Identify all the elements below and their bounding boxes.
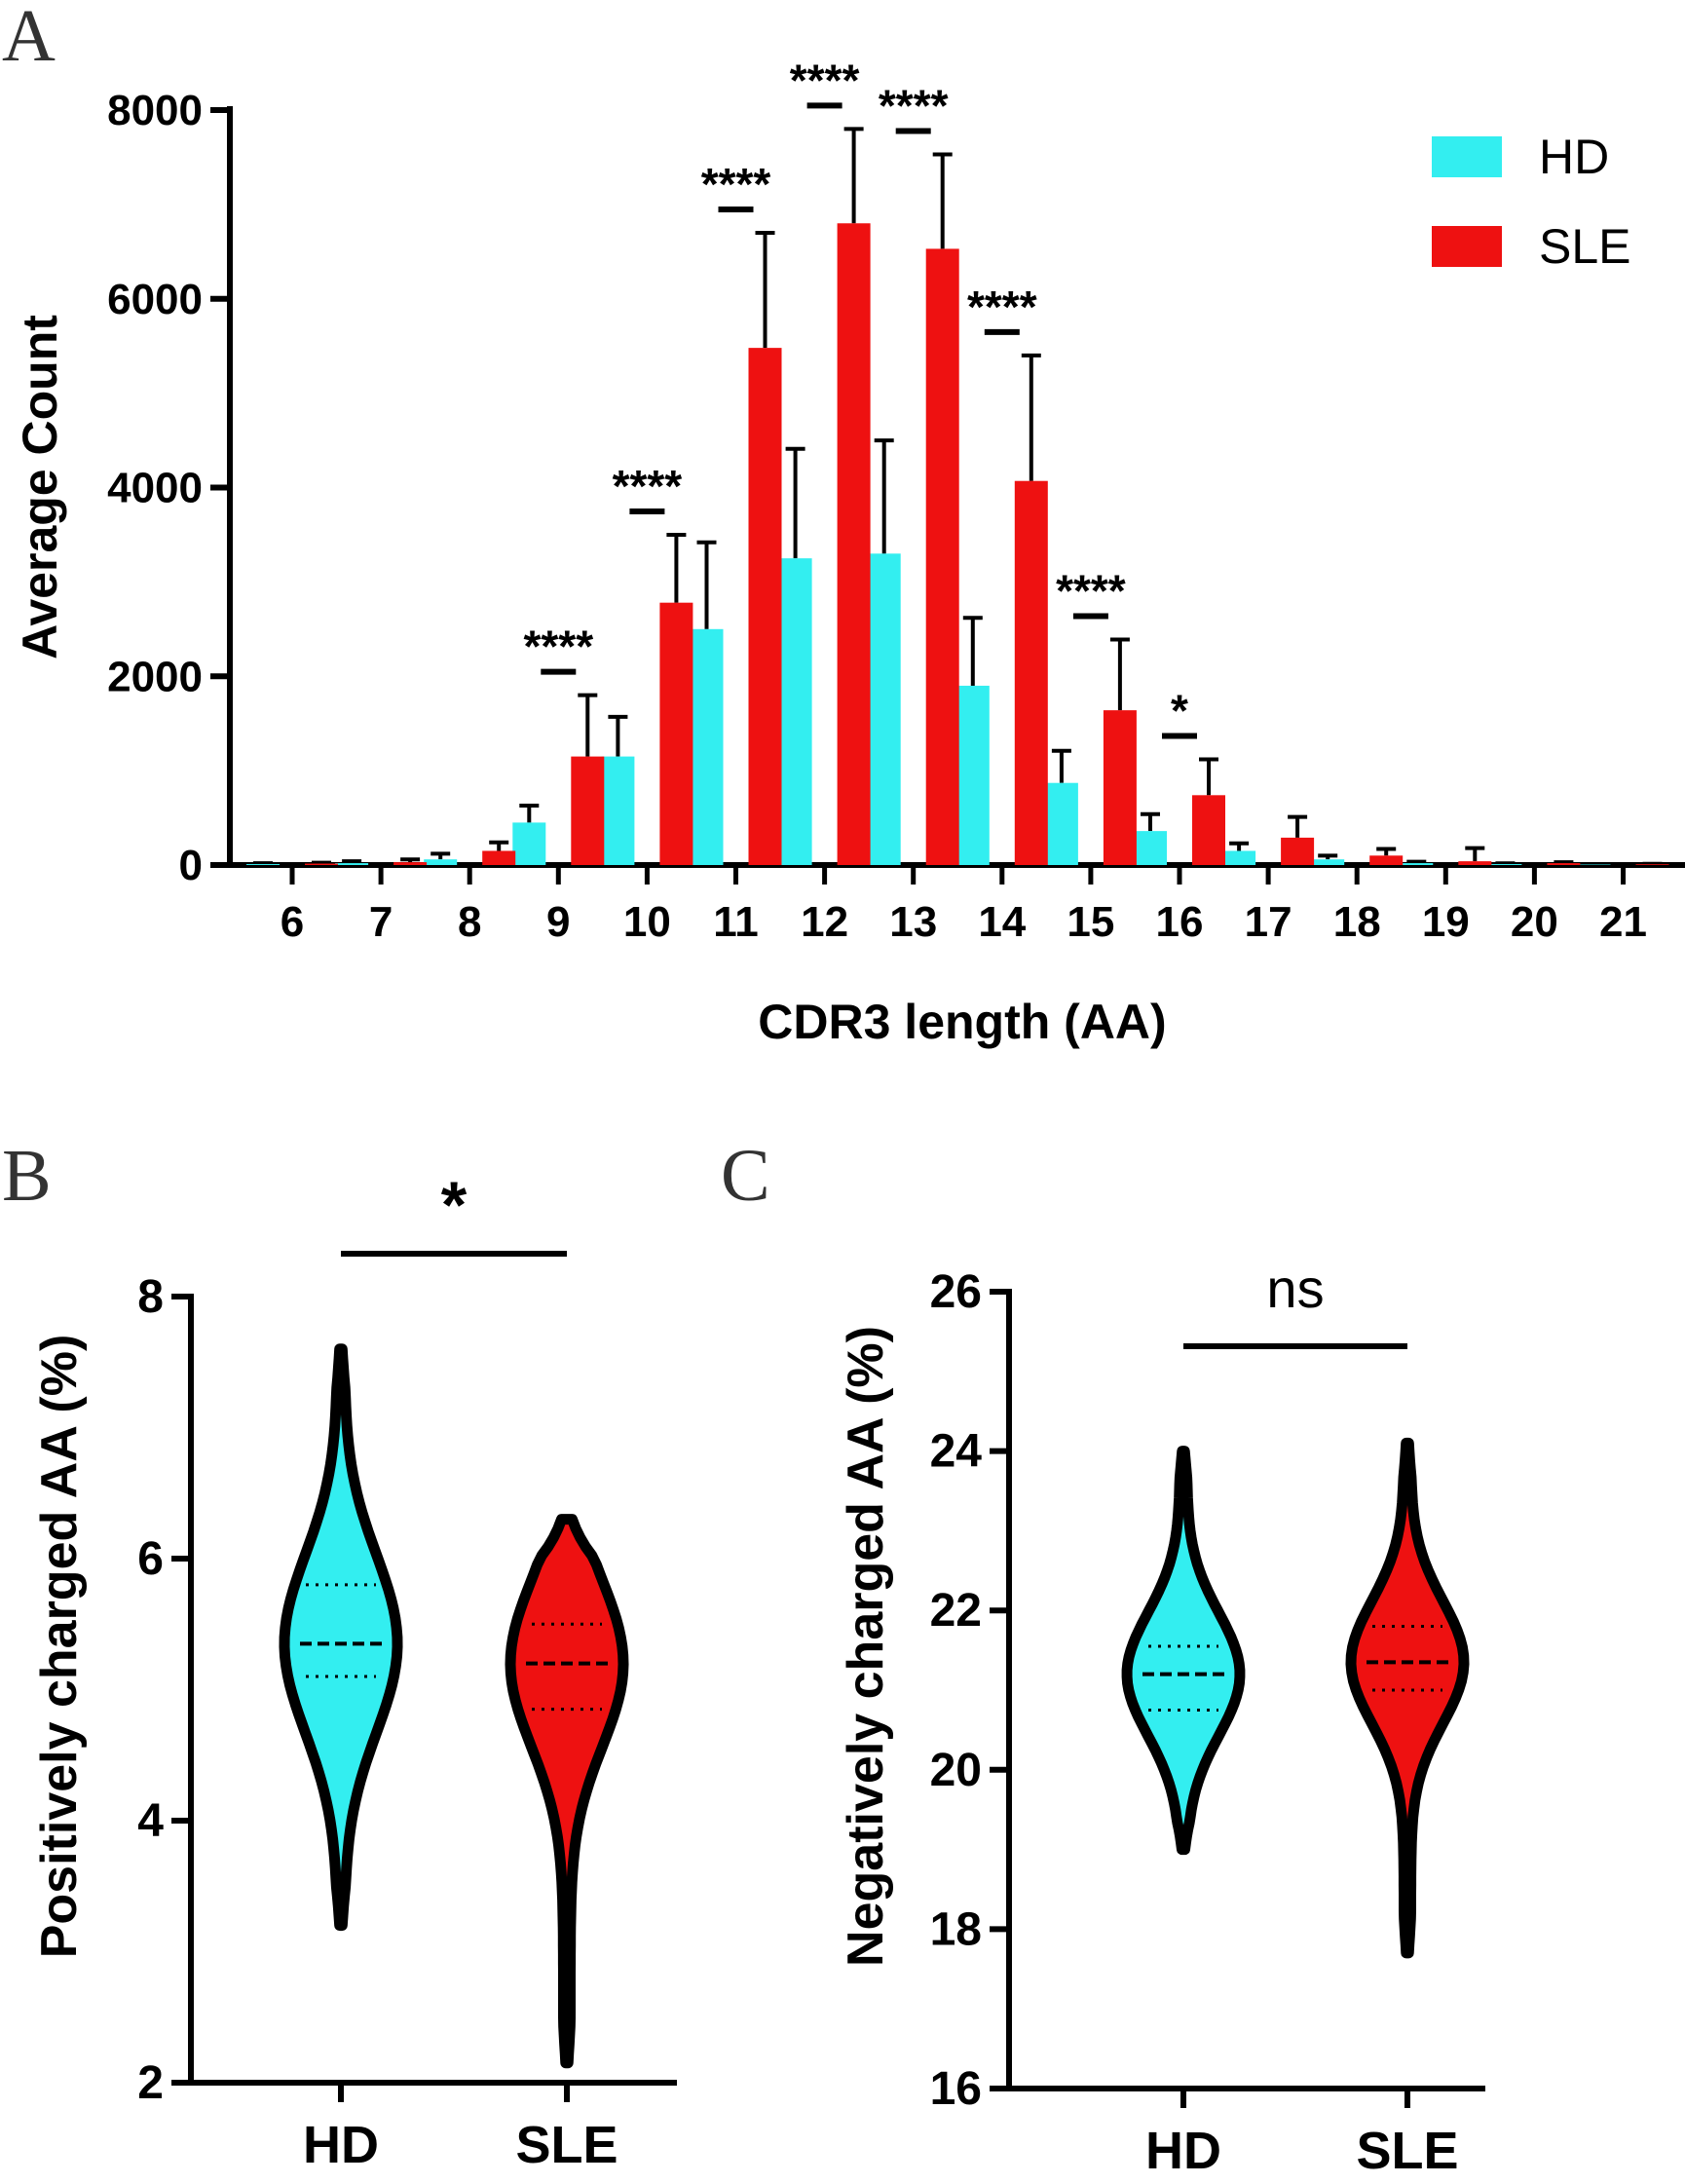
chart-a-bar-hd: [1044, 782, 1078, 865]
legend-label-sle: SLE: [1539, 219, 1631, 274]
chart-a-xtick-label: 6: [281, 898, 304, 946]
chart-b: 2 4 6 8 HD SLE *: [137, 1168, 677, 2174]
chart-a-ytick-label: 6000: [107, 276, 203, 323]
chart-a-sig-label: ****: [523, 621, 593, 672]
chart-a-xtick-label: 21: [1599, 898, 1647, 946]
chart-a-bar-sle: [925, 248, 959, 865]
chart-a-bar-sle: [1458, 861, 1492, 865]
legend-swatch-sle: [1432, 226, 1502, 267]
chart-a-xtick-label: 19: [1422, 898, 1470, 946]
chart-a-bar-hd: [1488, 864, 1522, 865]
chart-a-sig-label: ****: [613, 461, 683, 511]
chart-a-bar-hd: [690, 628, 724, 865]
chart-a-bar-sle: [1192, 795, 1225, 865]
chart-a-bar-hd: [1134, 831, 1167, 865]
chart-a-bar-sle: [482, 850, 516, 865]
chart-a-ytick-label: 4000: [107, 465, 203, 512]
chart-a-bar-sle: [1281, 837, 1315, 865]
chart-a-xtick-label: 9: [546, 898, 570, 946]
panel-letter-a: A: [2, 0, 56, 77]
chart-c-violin-hd: [1121, 1446, 1246, 1856]
chart-a-bar-sle: [1547, 863, 1581, 865]
panel-letter-c: C: [721, 1135, 770, 1217]
chart-c: 16 18 20 22 24 26 HD SLE ns: [930, 1258, 1485, 2180]
chart-a: 0 2000 4000 6000 8000 6 7 8 9 10 11 12 13 14 15 16 17 18 1…: [107, 55, 1685, 946]
chart-a-bar-hd: [601, 756, 635, 865]
chart-c-ytick-label: 16: [930, 2063, 982, 2115]
chart-a-sig-label: ****: [790, 55, 860, 105]
chart-a-bar-sle: [305, 863, 338, 865]
chart-a-xtick-label: 11: [713, 898, 759, 946]
chart-a-bar-hd: [1400, 863, 1434, 865]
chart-a-bar-hd: [512, 822, 546, 865]
chart-a-bar-sle: [659, 602, 693, 865]
chart-c-xtick-label: HD: [1145, 2122, 1221, 2180]
chart-a-ytick-label: 0: [179, 842, 203, 889]
chart-b-ytick-label: 4: [137, 1795, 164, 1847]
chart-a-bar-hd: [1311, 859, 1345, 865]
chart-a-sig-label: ****: [701, 159, 771, 209]
chart-a-sig-label: ****: [1056, 565, 1126, 616]
chart-a-bar-hd: [246, 864, 280, 865]
chart-a-xtick-label: 20: [1511, 898, 1558, 946]
chart-a-sig-label: ****: [879, 81, 949, 132]
chart-a-xtick-label: 7: [369, 898, 393, 946]
chart-c-ytick-label: 18: [930, 1903, 982, 1955]
chart-a-bar-sle: [1014, 480, 1048, 865]
chart-a-bar-hd: [955, 685, 990, 865]
chart-b-xtick-label: HD: [303, 2116, 379, 2174]
chart-a-xtick-label: 8: [458, 898, 481, 946]
chart-a-bar-hd: [867, 553, 901, 865]
chart-b-ytick-label: 6: [137, 1533, 164, 1585]
chart-c-ytick-label: 22: [930, 1585, 982, 1637]
panel-letter-b: B: [2, 1135, 52, 1217]
chart-b-xtick-label: SLE: [515, 2116, 618, 2174]
chart-a-bar-sle: [837, 223, 871, 865]
chart-a-bar-sle: [393, 862, 428, 865]
chart-a-xtick-label: 14: [978, 898, 1026, 946]
chart-a-bar-sle: [1369, 855, 1404, 865]
chart-a-xtick-label: 17: [1245, 898, 1292, 946]
chart-a-sig-label: *: [1171, 686, 1188, 736]
legend-label-hd: HD: [1539, 130, 1609, 184]
chart-a-sig-label: ****: [967, 282, 1037, 332]
chart-a-bar-hd: [778, 558, 812, 865]
chart-c-sig-label: ns: [1266, 1258, 1324, 1319]
chart-a-ytick-label: 8000: [107, 87, 203, 134]
chart-a-xtick-label: 18: [1333, 898, 1381, 946]
chart-b-violin-hd: [279, 1343, 403, 1932]
legend-swatch-hd: [1432, 136, 1502, 177]
chart-b-ytick-label: 8: [137, 1271, 164, 1323]
chart-a-bar-sle: [1635, 864, 1669, 865]
chart-b-sig-label: *: [441, 1168, 468, 1242]
chart-a-xtick-label: 12: [801, 898, 848, 946]
chart-a-bar-sle: [748, 348, 782, 865]
chart-c-ytick-label: 24: [930, 1426, 983, 1478]
chart-a-ylabel: Average Count: [13, 315, 67, 659]
chart-c-ytick-label: 26: [930, 1266, 982, 1318]
chart-a-bar-sle: [571, 756, 605, 865]
chart-b-ylabel: Positively charged AA (%): [31, 1335, 88, 1959]
chart-a-xtick-label: 16: [1156, 898, 1204, 946]
chart-a-bar-hd: [335, 863, 369, 865]
chart-c-ytick-label: 20: [930, 1745, 982, 1796]
chart-b-ytick-label: 2: [137, 2057, 164, 2109]
chart-a-xtick-label: 10: [623, 898, 671, 946]
chart-b-violin-sle: [505, 1514, 629, 2069]
chart-a-xtick-label: 13: [889, 898, 937, 946]
chart-c-ylabel: Negatively charged AA (%): [838, 1326, 894, 1967]
chart-a-bar-hd: [424, 859, 458, 865]
chart-a-xtick-label: 15: [1067, 898, 1114, 946]
legend: HD SLE: [1432, 130, 1631, 274]
chart-a-bar-hd: [1222, 850, 1256, 865]
chart-c-xtick-label: SLE: [1356, 2122, 1458, 2180]
chart-a-ytick-label: 2000: [107, 653, 203, 700]
chart-c-violin-sle: [1345, 1437, 1470, 1959]
chart-a-bar-sle: [1103, 710, 1137, 865]
chart-a-xlabel: CDR3 length (AA): [758, 995, 1166, 1049]
